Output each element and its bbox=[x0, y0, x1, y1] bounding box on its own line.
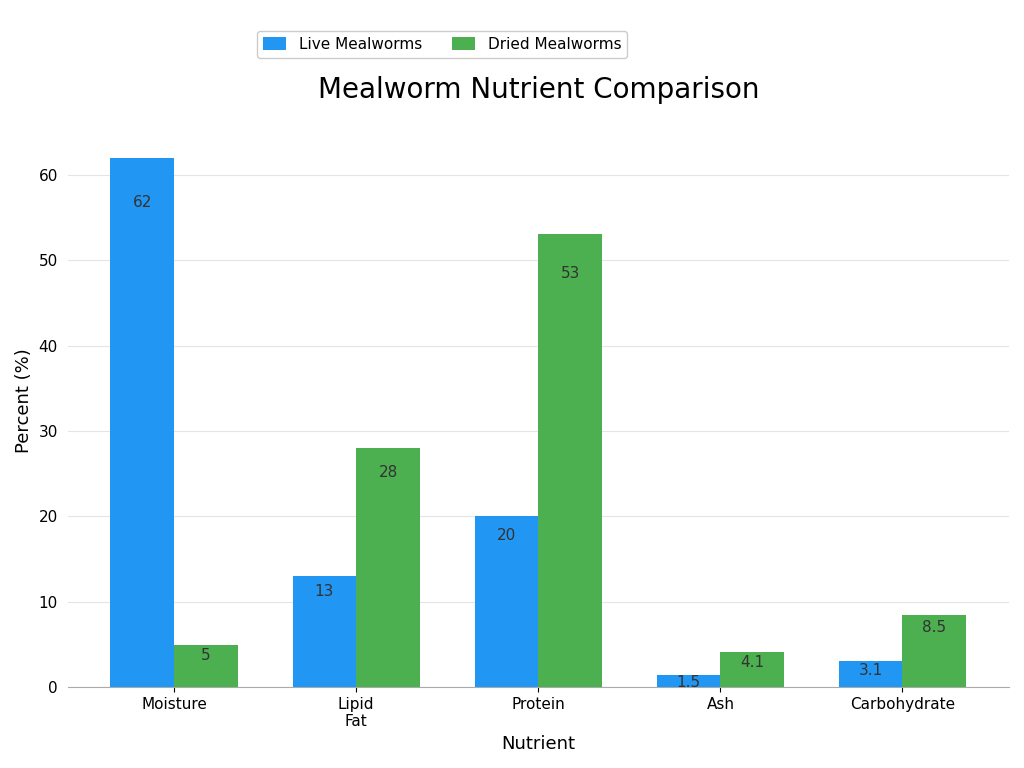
Text: 1.5: 1.5 bbox=[677, 675, 700, 690]
Text: 5: 5 bbox=[202, 647, 211, 663]
Text: 53: 53 bbox=[560, 266, 580, 281]
Bar bbox=[293, 576, 356, 687]
Text: 3.1: 3.1 bbox=[858, 663, 883, 677]
Bar bbox=[902, 614, 967, 687]
Bar bbox=[656, 674, 721, 687]
Bar bbox=[539, 234, 602, 687]
Title: Mealworm Nutrient Comparison: Mealworm Nutrient Comparison bbox=[317, 76, 759, 104]
X-axis label: Nutrient: Nutrient bbox=[502, 735, 575, 753]
Y-axis label: Percent (%): Percent (%) bbox=[15, 349, 33, 453]
Bar bbox=[356, 448, 420, 687]
Text: 8.5: 8.5 bbox=[923, 620, 946, 635]
Text: 28: 28 bbox=[379, 465, 397, 480]
Bar bbox=[111, 157, 174, 687]
Text: 13: 13 bbox=[314, 584, 334, 599]
Legend: Live Mealworms, Dried Mealworms: Live Mealworms, Dried Mealworms bbox=[257, 31, 628, 58]
Bar bbox=[174, 644, 238, 687]
Bar bbox=[721, 652, 784, 687]
Text: 62: 62 bbox=[133, 194, 152, 210]
Text: 20: 20 bbox=[497, 528, 516, 544]
Bar bbox=[474, 516, 539, 687]
Text: 4.1: 4.1 bbox=[740, 655, 764, 670]
Bar bbox=[839, 660, 902, 687]
